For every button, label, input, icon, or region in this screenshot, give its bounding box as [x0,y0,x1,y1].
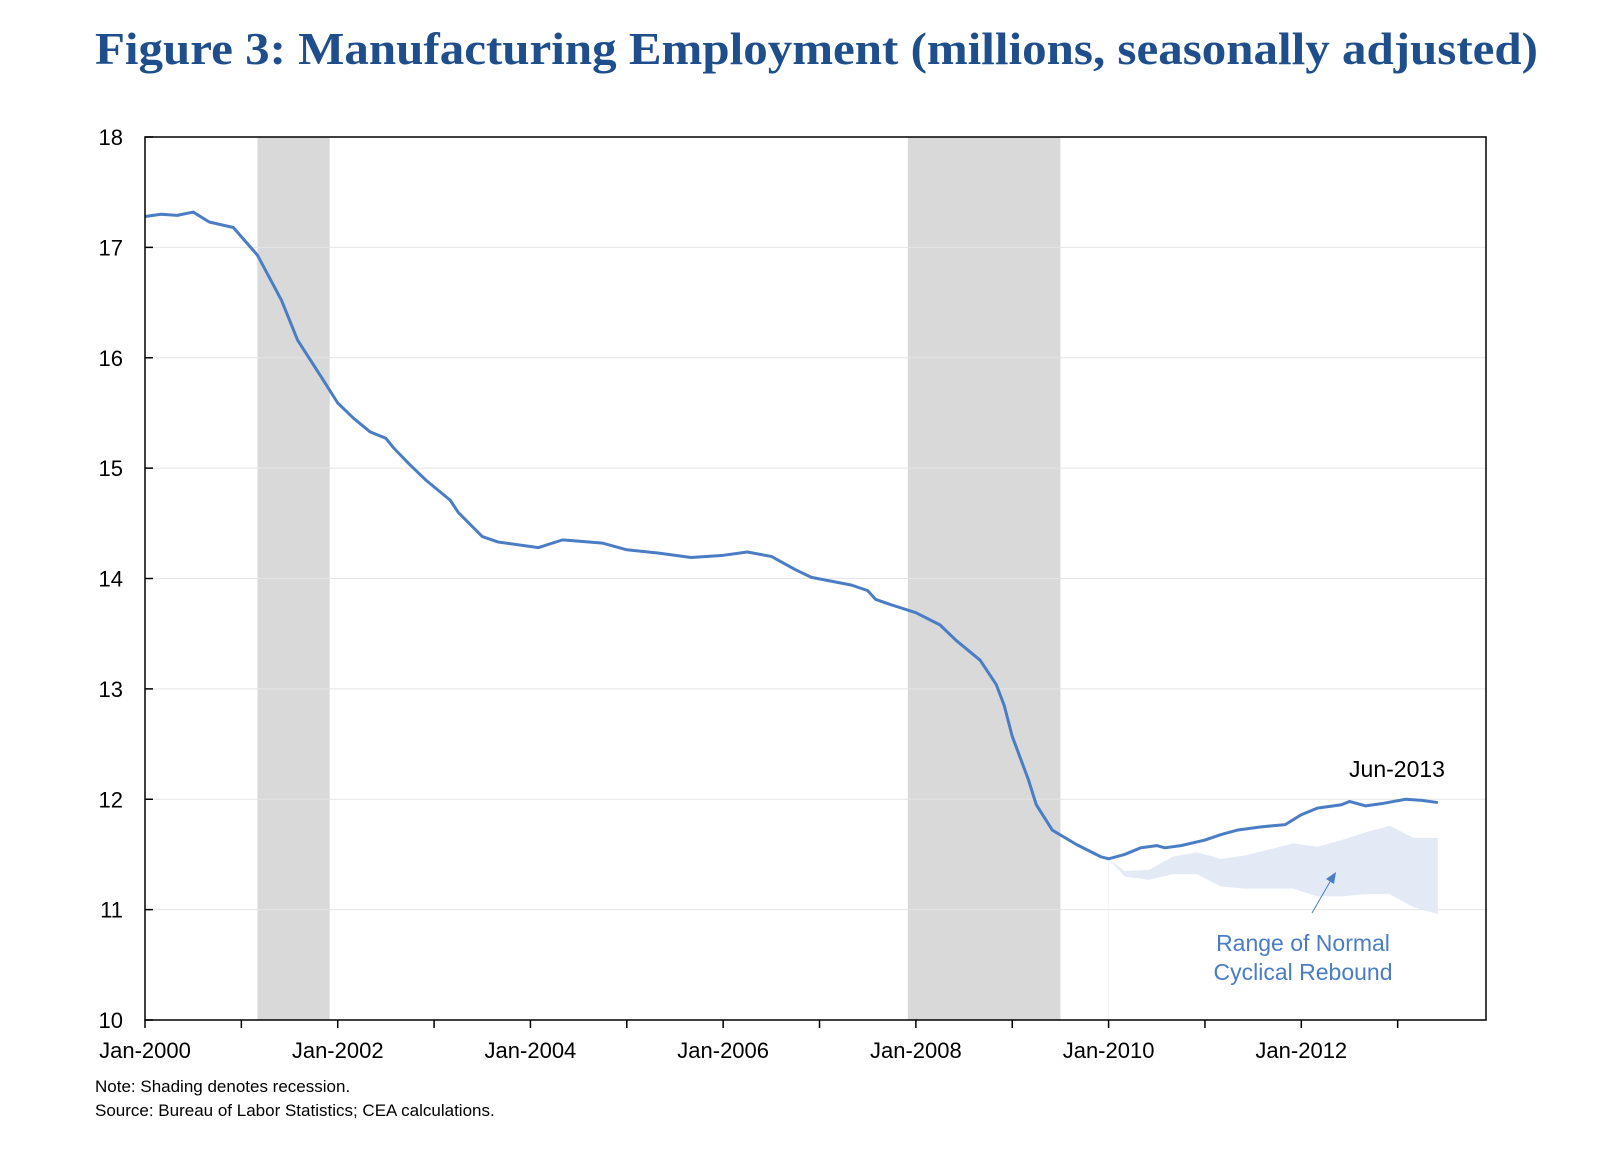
y-tick-label: 13 [99,677,123,702]
x-tick-label: Jan-2008 [870,1038,962,1063]
y-tick-label: 12 [99,787,123,812]
note-text: Note: Shading denotes recession. [95,1077,350,1096]
x-tick-label: Jan-2006 [677,1038,769,1063]
gridlines [145,246,1486,911]
source-text: Source: Bureau of Labor Statistics; CEA … [95,1101,495,1120]
end-label: Jun-2013 [1349,756,1445,782]
y-tick-label: 16 [99,346,123,371]
y-axis: 10 11 12 13 14 15 16 17 18 [99,125,153,1033]
y-tick-label: 18 [99,125,123,150]
y-tick-label: 14 [99,567,123,592]
y-tick-label: 11 [100,898,123,923]
x-tick-label: Jan-2012 [1255,1038,1347,1063]
rebound-range-area [1108,825,1438,915]
series-line-manufacturing-employment [144,210,1439,861]
annotation-arrow-line [1311,879,1332,914]
x-axis: Jan-2000 Jan-2002 Jan-2004 Jan-2006 Jan-2008… [99,1020,1399,1063]
x-tick-label: Jan-2000 [99,1038,191,1063]
annotation-arrowhead [1326,872,1336,884]
series-lines [144,210,1439,861]
x-tick-label: Jan-2010 [1063,1038,1155,1063]
y-tick-label: 15 [99,456,123,481]
x-tick-label: Jan-2004 [485,1038,577,1063]
x-tick-label: Jan-2002 [292,1038,384,1063]
chart-title: Figure 3: Manufacturing Employment (mill… [95,23,1538,74]
y-tick-label: 17 [99,235,123,260]
band-label-line1: Range of Normal [1216,930,1390,956]
band-label-line2: Cyclical Rebound [1214,959,1393,985]
y-tick-label: 10 [99,1008,123,1033]
rebound-band [1108,825,1438,1020]
